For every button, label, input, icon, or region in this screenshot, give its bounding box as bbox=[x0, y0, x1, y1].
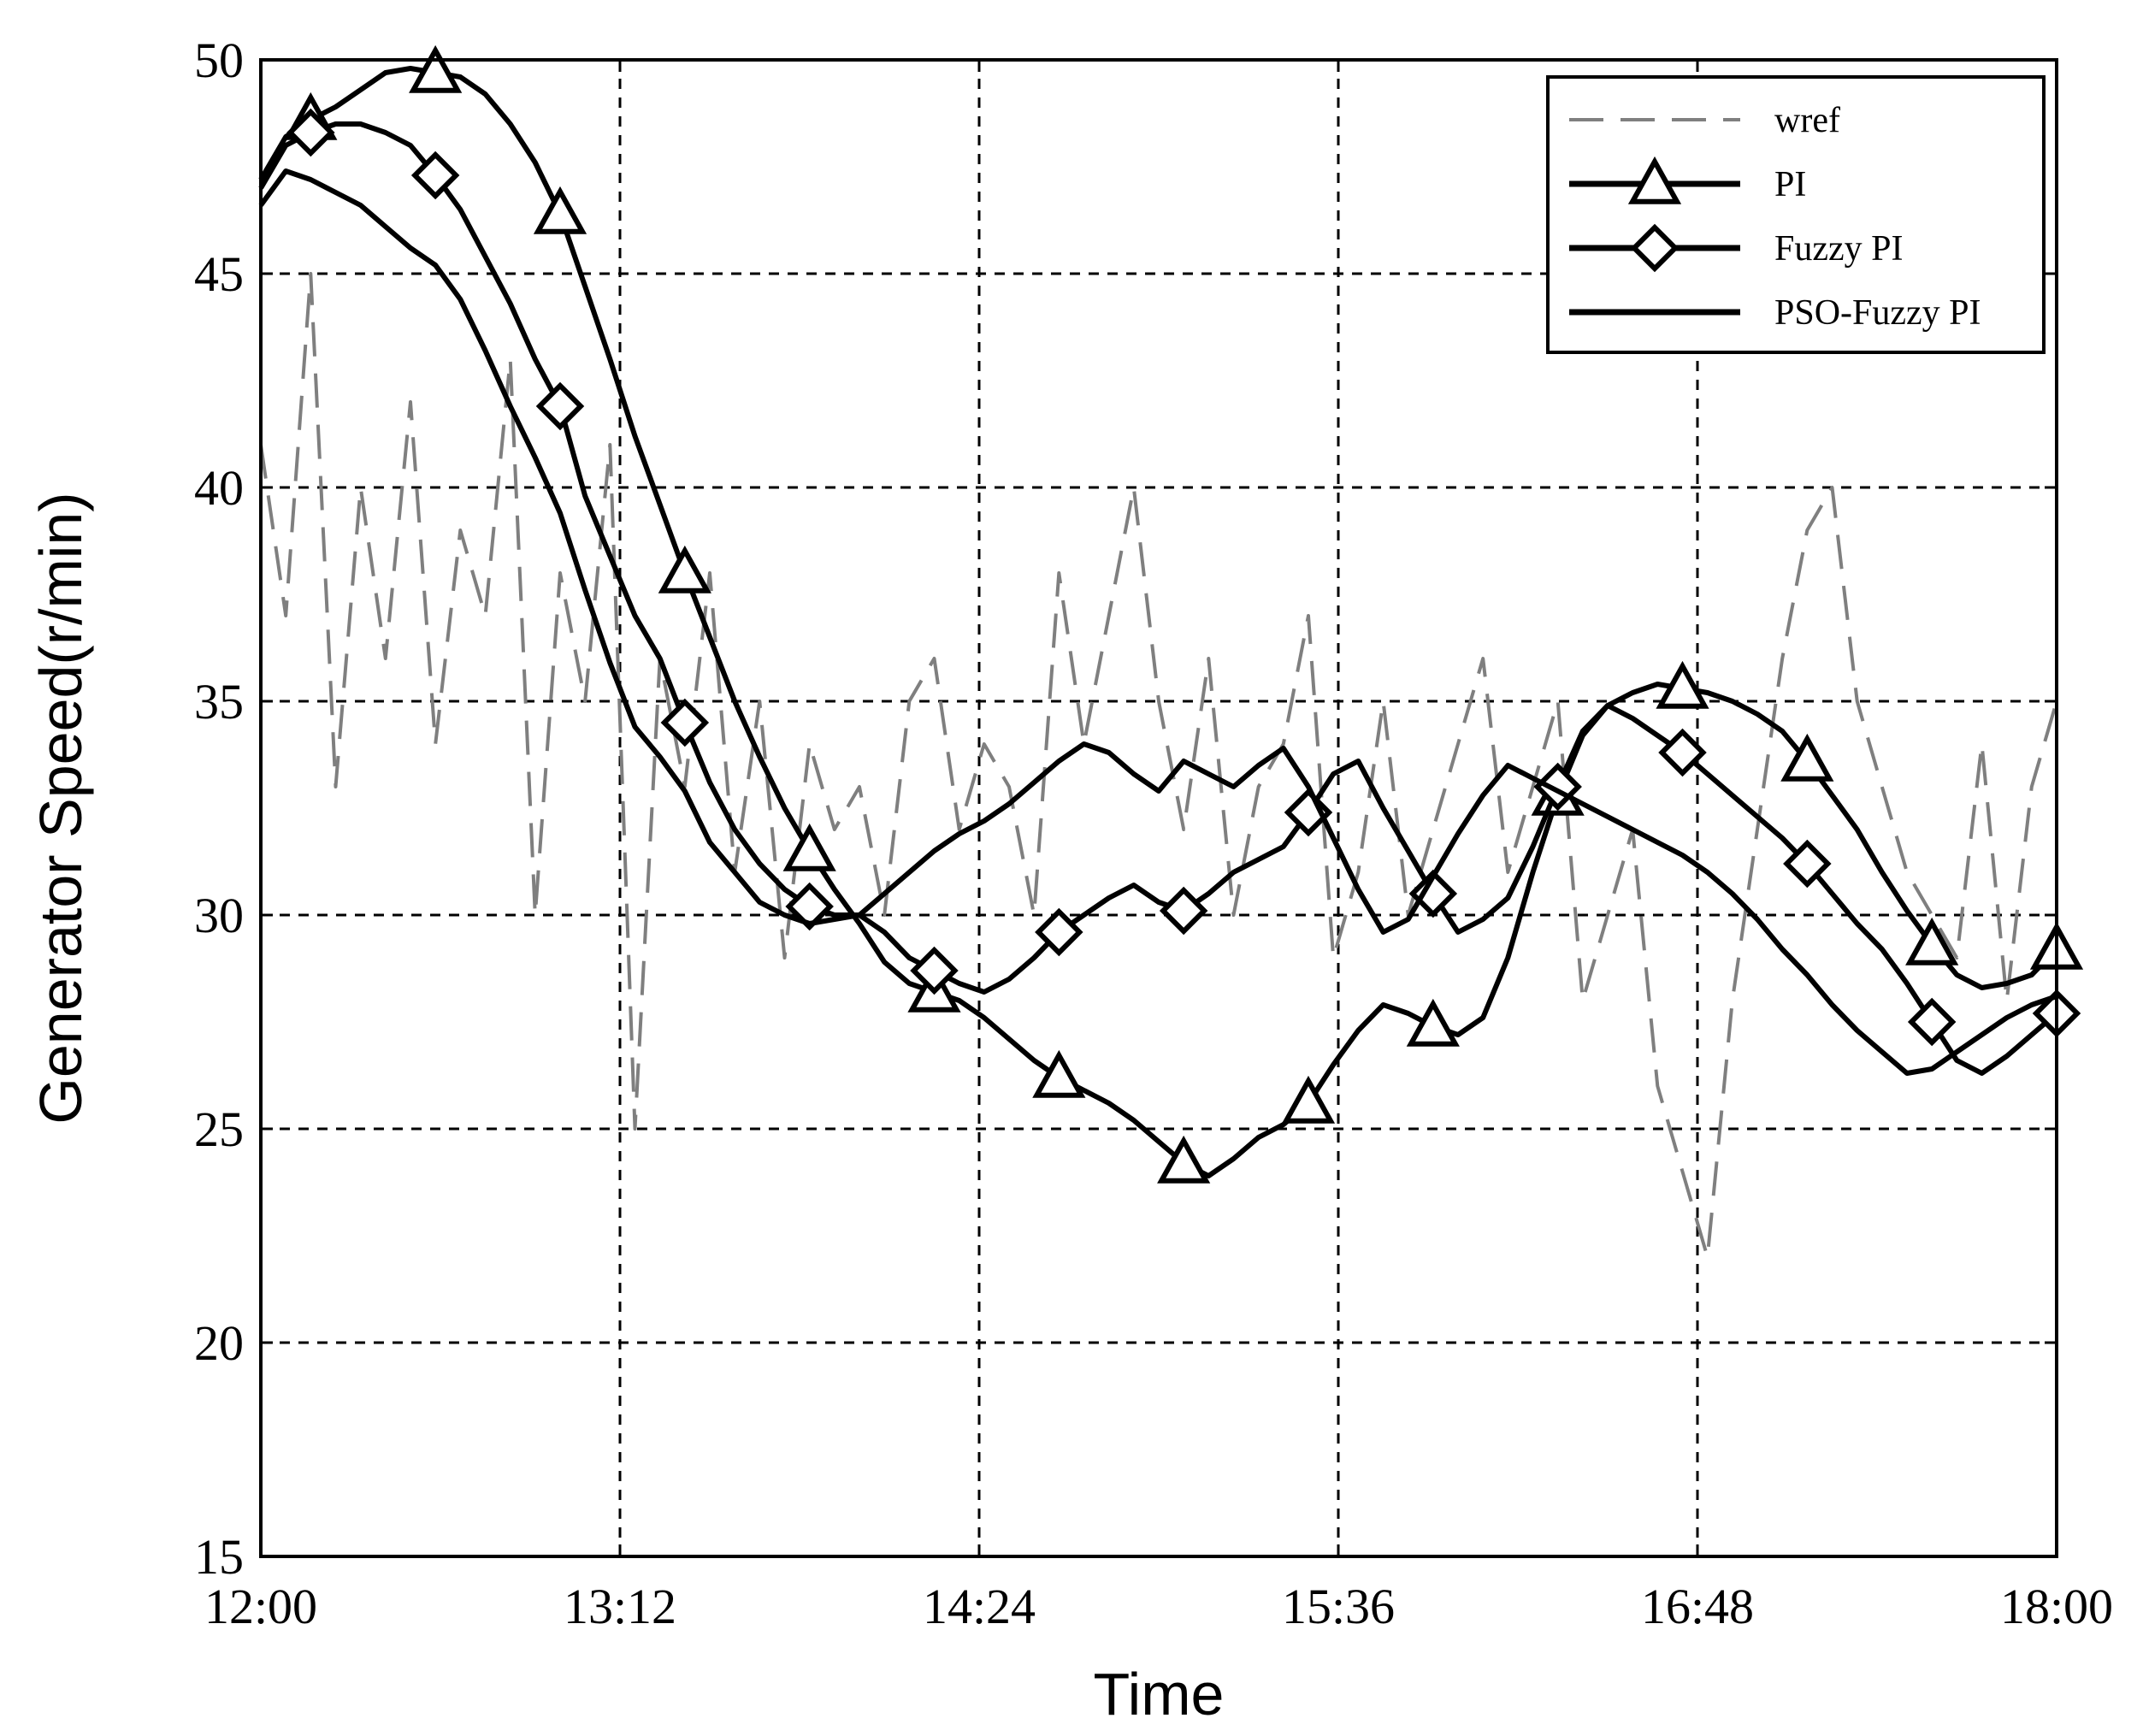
marker-pi bbox=[782, 823, 836, 871]
y-tick-label: 20 bbox=[194, 1315, 244, 1371]
y-tick-label: 30 bbox=[194, 888, 244, 943]
marker-pi bbox=[1780, 733, 1834, 782]
legend-label-pi: PI bbox=[1774, 165, 1806, 204]
legend-label-pso-fuzzy-pi: PSO-Fuzzy PI bbox=[1774, 293, 1981, 333]
marker-fuzzy-pi bbox=[1159, 886, 1208, 936]
marker-pi bbox=[1157, 1135, 1211, 1184]
marker-pi bbox=[1905, 917, 1959, 965]
x-tick-label: 12:00 bbox=[204, 1579, 317, 1634]
marker-pi bbox=[1281, 1075, 1336, 1124]
y-tick-label: 35 bbox=[194, 674, 244, 729]
legend-box bbox=[1546, 75, 2046, 354]
plot-frame bbox=[259, 58, 2058, 1558]
legend-label-fuzzy-pi: Fuzzy PI bbox=[1774, 229, 1904, 269]
x-tick-label: 14:24 bbox=[923, 1579, 1036, 1634]
marker-fuzzy-pi bbox=[1408, 869, 1458, 918]
marker-pi bbox=[658, 545, 711, 593]
x-tick-label: 16:48 bbox=[1641, 1579, 1754, 1634]
x-axis-label: Time bbox=[1094, 1661, 1225, 1727]
marker-fuzzy-pi bbox=[785, 882, 834, 931]
y-tick-label: 40 bbox=[194, 460, 244, 516]
y-tick-label: 50 bbox=[194, 32, 244, 88]
marker-fuzzy-pi bbox=[1658, 728, 1707, 777]
marker-fuzzy-pi bbox=[535, 381, 585, 431]
legend-marker-pi bbox=[1627, 156, 1682, 204]
marker-fuzzy-pi bbox=[910, 946, 959, 995]
series-line-pso-fuzzy-pi bbox=[258, 168, 2057, 1076]
marker-fuzzy-pi bbox=[1907, 997, 1957, 1047]
marker-fuzzy-pi bbox=[660, 698, 710, 747]
y-tick-label: 25 bbox=[194, 1101, 244, 1157]
legend: wref PI Fuzzy PI PSO-Fuzzy PI bbox=[1546, 75, 2046, 354]
marker-pi bbox=[409, 44, 463, 93]
y-tick-label: 15 bbox=[194, 1529, 244, 1585]
marker-pi bbox=[533, 186, 587, 234]
y-axis-label: Generator Speed(r/min) bbox=[27, 492, 94, 1124]
axis-ticks: 15 20 25 30 35 40 45 50 12:00 13:12 14:24 15:36 16:4… bbox=[194, 32, 2113, 1634]
marker-pi bbox=[1032, 1049, 1086, 1098]
marker-pi bbox=[1656, 660, 1709, 709]
series-line-wref bbox=[259, 272, 2058, 1259]
marker-fuzzy-pi bbox=[1035, 907, 1083, 957]
x-tick-label: 15:36 bbox=[1282, 1579, 1395, 1634]
x-tick-label: 18:00 bbox=[2000, 1579, 2113, 1634]
marker-fuzzy-pi bbox=[286, 108, 335, 157]
legend-label-wref: wref bbox=[1774, 101, 1840, 140]
x-tick-label: 13:12 bbox=[564, 1579, 676, 1634]
marker-pi bbox=[1406, 998, 1460, 1047]
legend-marker-fuzzy-pi bbox=[1630, 223, 1680, 273]
y-tick-label: 45 bbox=[194, 246, 244, 302]
marker-fuzzy-pi bbox=[410, 151, 460, 200]
marker-fuzzy-pi bbox=[1783, 839, 1832, 889]
